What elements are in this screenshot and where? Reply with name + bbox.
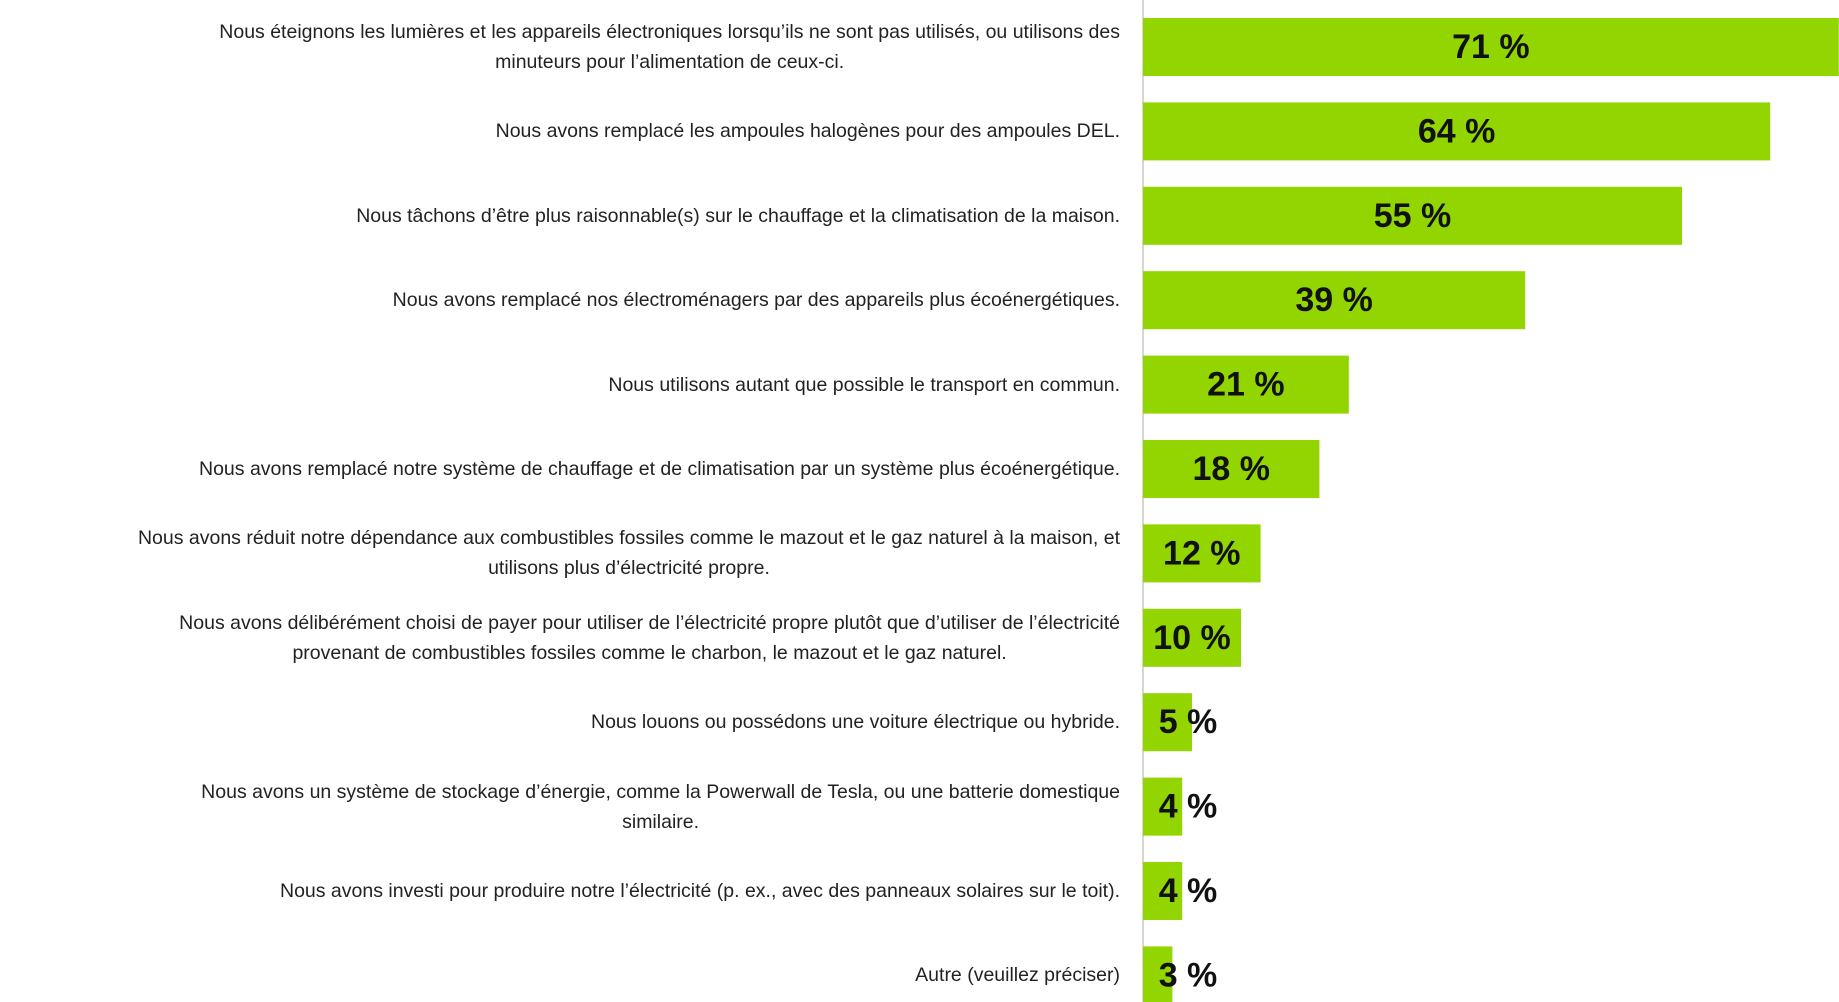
category-line: minuteurs pour l’alimentation de ceux-ci…: [495, 51, 845, 73]
category-line: Autre (veuillez préciser): [915, 964, 1120, 987]
value-label: 4 %: [1159, 872, 1218, 910]
value-label: 3 %: [1159, 956, 1218, 994]
category-label: Autre (veuillez préciser): [915, 960, 1120, 990]
category-label: Nous avons délibérément choisi de payer …: [179, 608, 1120, 668]
value-label: 21 %: [1207, 366, 1285, 404]
category-label: Nous avons réduit notre dépendance aux c…: [138, 523, 1120, 583]
bar: [1143, 777, 1183, 836]
value-label: 5 %: [1159, 703, 1218, 741]
category-label: Nous avons investi pour produire notre l…: [280, 876, 1120, 906]
category-label: Nous utilisons autant que possible le tr…: [608, 370, 1120, 400]
value-label: 64 %: [1418, 112, 1496, 150]
bar: [1143, 862, 1183, 920]
value-label: 10 %: [1153, 619, 1231, 657]
bar: [1143, 440, 1320, 498]
value-label: 39 %: [1295, 281, 1373, 319]
category-line: utilisons plus d’électricité propre.: [488, 557, 770, 580]
category-label: Nous avons remplacé notre système de cha…: [199, 454, 1120, 484]
value-label: 18 %: [1192, 450, 1270, 488]
bar: [1143, 693, 1192, 752]
bar: [1143, 355, 1349, 414]
bar: [1143, 186, 1682, 245]
value-label: 71 %: [1452, 28, 1530, 66]
bar: [1143, 608, 1241, 667]
category-label: Nous louons ou possédons une voiture éle…: [591, 707, 1120, 737]
category-line: Nous avons investi pour produire notre l…: [279, 880, 1120, 902]
category-line: Nous avons remplacé nos électroménagers …: [392, 289, 1120, 312]
value-label: 12 %: [1163, 534, 1241, 572]
category-line: Nous avons remplacé les ampoules halogèn…: [495, 120, 1120, 143]
category-label: Nous avons un système de stockage d’éner…: [201, 777, 1120, 837]
category-line: similaire.: [622, 810, 700, 833]
bar: [1143, 524, 1261, 583]
category-line: Nous louons ou possédons une voiture éle…: [590, 711, 1120, 734]
category-line: Nous avons un système de stockage d’éner…: [201, 780, 1120, 803]
bar: [1143, 102, 1771, 161]
category-line: Nous avons réduit notre dépendance aux c…: [137, 527, 1120, 550]
category-line: Nous utilisons autant que possible le tr…: [608, 373, 1120, 396]
bar: [1143, 271, 1526, 330]
category-line: Nous avons délibérément choisi de payer …: [179, 611, 1120, 634]
category-line: Nous tâchons d’être plus raisonnable(s) …: [356, 204, 1120, 227]
category-label: Nous avons remplacé les ampoules halogèn…: [496, 116, 1120, 146]
value-label: 4 %: [1159, 788, 1218, 826]
category-label: Nous tâchons d’être plus raisonnable(s) …: [356, 201, 1120, 231]
category-line: Nous éteignons les lumières et les appar…: [219, 21, 1120, 43]
value-label: 55 %: [1374, 197, 1452, 235]
category-line: Nous avons remplacé notre système de cha…: [199, 458, 1120, 480]
bar: [1143, 946, 1173, 1002]
category-label: Nous avons remplacé nos électroménagers …: [393, 285, 1120, 315]
bar: [1143, 18, 1839, 76]
category-line: provenant de combustibles fossiles comme…: [292, 641, 1007, 664]
category-label: Nous éteignons les lumières et les appar…: [219, 17, 1120, 77]
